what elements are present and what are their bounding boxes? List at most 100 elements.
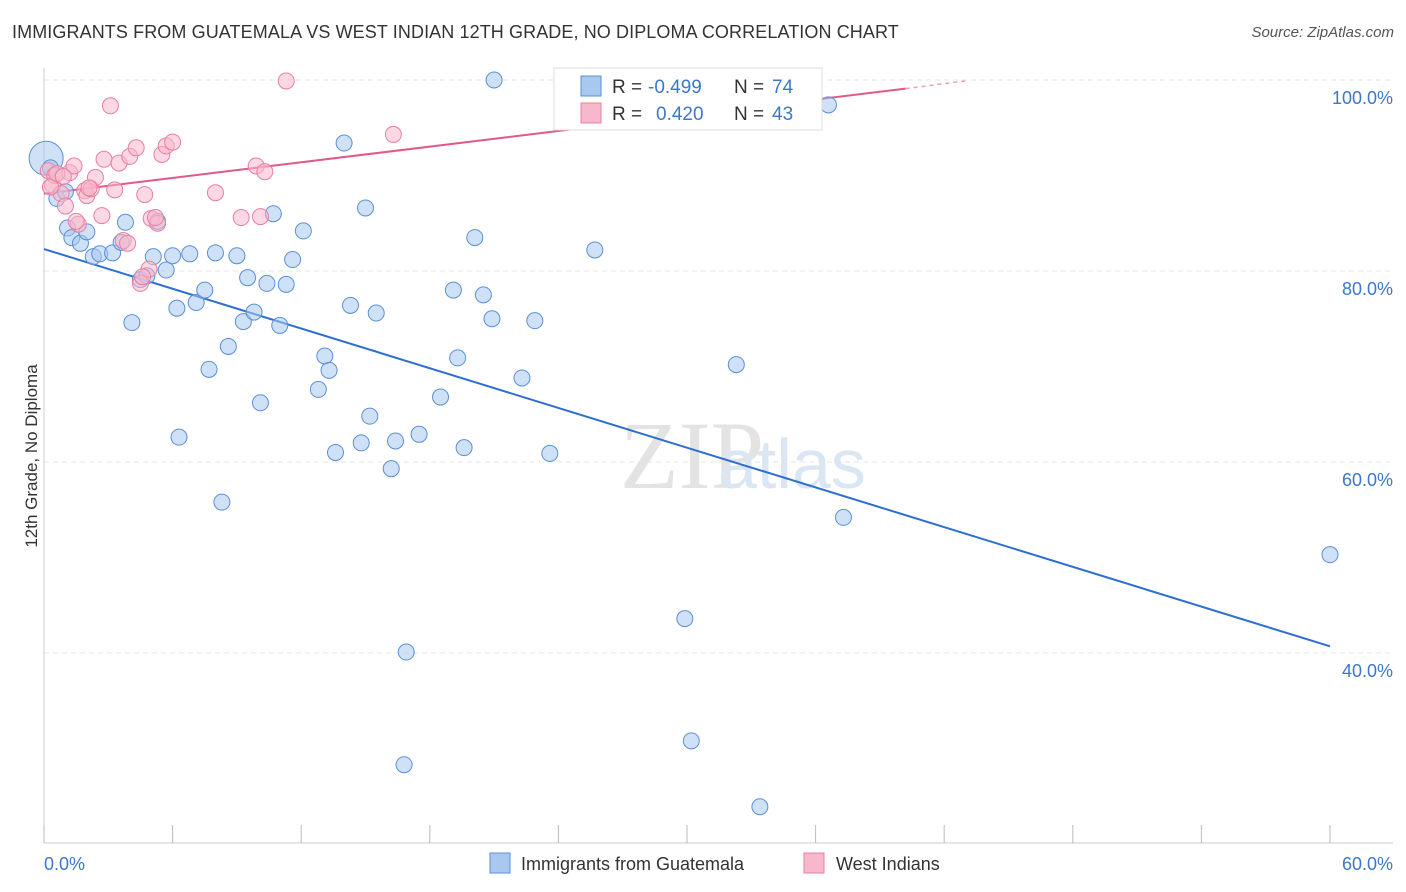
guatemala-point (316, 347, 334, 365)
guatemala-point (320, 361, 338, 379)
guatemala-point (483, 310, 501, 328)
west-indian-point (67, 212, 85, 230)
guatemala-point (449, 349, 467, 367)
guatemala-point (234, 313, 252, 331)
west-indian-point (136, 186, 154, 204)
axes (43, 68, 1393, 844)
guatemala-point (526, 312, 544, 330)
guatemala-point (294, 222, 312, 240)
west-indian-point (384, 125, 402, 143)
guatemala-point (277, 275, 295, 293)
guatemala-point (164, 247, 182, 265)
legend-swatch-west-indian (803, 852, 825, 874)
guatemala-point (682, 732, 700, 750)
guatemala-points (28, 71, 1339, 816)
guatemala-point (819, 96, 837, 114)
guatemala-point (157, 261, 175, 279)
guatemala-point (206, 244, 224, 262)
guatemala-point (213, 493, 231, 511)
guatemala-point (834, 508, 852, 526)
guatemala-point (1321, 546, 1339, 564)
guatemala-point (335, 134, 353, 152)
west-indian-point (277, 72, 295, 90)
guatemala-point (326, 443, 344, 461)
guatemala-point (187, 294, 205, 312)
guatemala-point (200, 360, 218, 378)
stats-legend: R = -0.499 N = 74 R = 0.420 N = 43 (553, 67, 823, 131)
west-indian-point (127, 139, 145, 157)
guatemala-point (284, 251, 302, 269)
guatemala-point (251, 394, 269, 412)
guatemala-point (341, 296, 359, 314)
stats-r-value: 0.420 (656, 104, 704, 125)
guatemala-point (361, 407, 379, 425)
west-indian-point (93, 207, 111, 225)
west-indian-point (65, 157, 83, 175)
guatemala-point (239, 269, 257, 287)
west-indian-point (119, 234, 137, 252)
stats-n-value: 74 (772, 77, 794, 98)
guatemala-point (513, 369, 531, 387)
chart-title: IMMIGRANTS FROM GUATEMALA VS WEST INDIAN… (12, 22, 899, 42)
guatemala-point (352, 434, 370, 452)
guatemala-point (474, 286, 492, 304)
trend-lines (43, 80, 1331, 648)
guatemala-point (541, 444, 559, 462)
guatemala-point (245, 303, 263, 321)
legend-label-guatemala: Immigrants from Guatemala (521, 854, 745, 874)
west-indian-points (39, 72, 402, 292)
y-tick-labels: 40.0% 60.0% 80.0% 100.0% (1332, 88, 1393, 681)
x-tick-label: 0.0% (44, 854, 85, 874)
guatemala-point (395, 756, 413, 774)
west-indian-point (54, 167, 72, 185)
guatemala-trend-line (43, 248, 1331, 648)
guatemala-point (123, 314, 141, 332)
west-indian-point (80, 179, 98, 197)
guatemala-point (309, 380, 327, 398)
west-indian-point (101, 97, 119, 115)
guatemala-point (444, 281, 462, 299)
guatemala-point (170, 428, 188, 446)
guatemala-point (382, 460, 400, 478)
west-indian-point (95, 150, 113, 168)
guatemala-point (196, 281, 214, 299)
stats-swatch-guatemala (580, 75, 602, 97)
west-indian-point (232, 209, 250, 227)
grid-lines (44, 79, 1393, 654)
guatemala-point (586, 241, 604, 259)
x-tick-label: 60.0% (1342, 854, 1393, 874)
guatemala-point (116, 213, 134, 231)
west-indian-point (106, 181, 124, 199)
west-indian-point (56, 197, 74, 215)
west-indian-point (256, 163, 274, 181)
guatemala-point (410, 425, 428, 443)
stats-n-label: N = (734, 104, 764, 125)
guatemala-point (727, 356, 745, 374)
west-indian-point (206, 184, 224, 202)
guatemala-point (455, 439, 473, 457)
west-indian-point (134, 268, 152, 286)
watermark-zip: ZIP (620, 402, 764, 509)
legend-swatch-guatemala (489, 852, 511, 874)
y-axis-label: 12th Grade, No Diploma (22, 364, 41, 548)
stats-swatch-west-indian (580, 102, 602, 124)
y-tick-label: 40.0% (1342, 661, 1393, 681)
x-tick-labels: 0.0% 60.0% (44, 854, 1393, 874)
guatemala-point (397, 643, 415, 661)
stats-r-label: R = (612, 77, 642, 98)
stats-r-value: -0.499 (648, 77, 702, 98)
west-indian-point (251, 208, 269, 226)
y-tick-label: 100.0% (1332, 88, 1393, 108)
guatemala-point (271, 316, 289, 334)
stats-n-value: 43 (772, 104, 793, 125)
guatemala-point (228, 247, 246, 265)
guatemala-point (357, 199, 374, 217)
west-indian-point (146, 209, 164, 227)
y-tick-label: 80.0% (1342, 279, 1393, 299)
stats-n-label: N = (734, 77, 764, 98)
guatemala-point (181, 245, 199, 263)
guatemala-point (432, 388, 450, 406)
guatemala-point (258, 274, 276, 292)
guatemala-point (367, 304, 385, 322)
